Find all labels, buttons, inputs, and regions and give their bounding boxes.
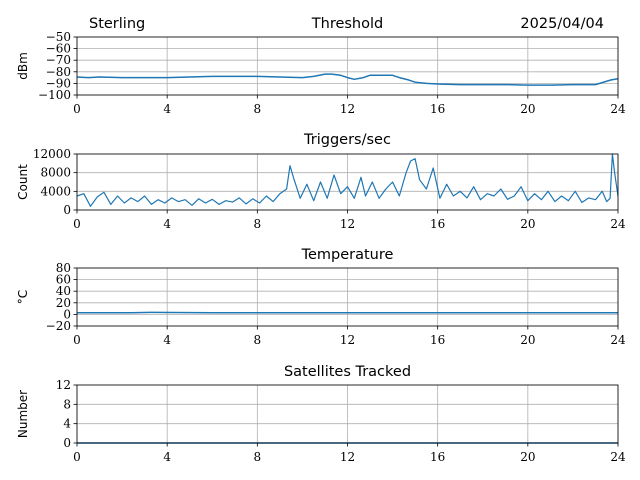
threshold-xtick-label: 0 (73, 102, 81, 116)
triggers-line (76, 153, 619, 207)
triggers-xtick-label: 20 (520, 217, 535, 231)
threshold-line (76, 73, 619, 86)
threshold-ytick-label: −50 (46, 30, 71, 44)
triggers-xtick-label: 8 (254, 217, 262, 231)
satellites-ytick-label: 8 (63, 397, 71, 411)
triggers-panel: Triggers/sec 0 4 8 12 16 20 24 0 4000 8000 12000Cou… (16, 132, 626, 231)
station-label: Sterling (89, 16, 145, 32)
satellites-title: Satellites Tracked (284, 364, 411, 380)
threshold-ylabel: dBm (16, 52, 30, 80)
temperature-ytick-label: −20 (46, 319, 71, 333)
satellites-ytick-label: 4 (63, 417, 71, 431)
temperature-ytick-label: 20 (56, 296, 71, 310)
triggers-ytick-label: 8000 (40, 166, 71, 180)
triggers-xtick-label: 16 (430, 217, 445, 231)
satellites-panel: Satellites Tracked 0 4 8 12 16 20 24 12 8 4 0 Number (16, 364, 626, 464)
triggers-xtick-label: 12 (340, 217, 355, 231)
threshold-xtick-label: 24 (610, 102, 626, 116)
threshold-xtick-label: 4 (163, 102, 171, 116)
satellites-xtick-label: 4 (163, 450, 171, 464)
threshold-xtick-label: 20 (520, 102, 535, 116)
temperature-xtick-label: 8 (254, 333, 262, 347)
triggers-xtick-label: 4 (163, 217, 171, 231)
satellites-xtick-label: 16 (430, 450, 445, 464)
temperature-xtick-label: 20 (520, 333, 535, 347)
temperature-xtick-label: 4 (163, 333, 171, 347)
temperature-xtick-label: 16 (430, 333, 445, 347)
temperature-ytick-label: 60 (56, 273, 71, 287)
triggers-ylabel: Count (16, 164, 30, 200)
triggers-xtick-label: 0 (73, 217, 81, 231)
temperature-title: Temperature (301, 247, 394, 263)
satellites-ylabel: Number (16, 390, 30, 438)
threshold-xtick-label: 16 (430, 102, 445, 116)
temperature-xtick-label: 0 (73, 333, 81, 347)
threshold-xtick-label: 8 (254, 102, 262, 116)
satellites-xtick-label: 12 (340, 450, 355, 464)
temperature-ytick-label: 40 (56, 284, 71, 298)
date-label: 2025/04/04 (520, 16, 604, 32)
threshold-ytick-label: −70 (46, 53, 71, 67)
temperature-ytick-label: 0 (63, 307, 71, 321)
threshold-xtick-label: 12 (340, 102, 355, 116)
threshold-panel: Threshold 0 4 8 12 16 20 24 −50−60−70−80−90−100 d… (16, 16, 626, 116)
temperature-xtick-label: 24 (610, 333, 626, 347)
satellites-xtick-label: 8 (254, 450, 262, 464)
chart-panels: Threshold 0 4 8 12 16 20 24 −50−60−70−80−90−100 d… (16, 16, 626, 464)
temperature-ytick-label: 80 (56, 261, 71, 275)
satellites-xtick-label: 0 (73, 450, 81, 464)
threshold-title: Threshold (311, 16, 383, 32)
threshold-ytick-label: −60 (46, 42, 71, 56)
satellites-xtick-label: 24 (610, 450, 626, 464)
temperature-ylabel: °C (16, 290, 30, 304)
temperature-xtick-label: 12 (340, 333, 355, 347)
threshold-ytick-label: −80 (46, 65, 71, 79)
triggers-ytick-label: 0 (63, 203, 71, 217)
triggers-ytick-label: 12000 (33, 147, 71, 161)
triggers-ytick-label: 4000 (40, 184, 71, 198)
satellites-ytick-label: 0 (63, 436, 71, 450)
satellites-ytick-label: 12 (56, 378, 71, 392)
triggers-xtick-label: 24 (610, 217, 626, 231)
threshold-ytick-label: −100 (38, 88, 71, 102)
triggers-title: Triggers/sec (303, 132, 391, 148)
satellites-xtick-label: 20 (520, 450, 535, 464)
threshold-ytick-label: −90 (46, 76, 71, 90)
